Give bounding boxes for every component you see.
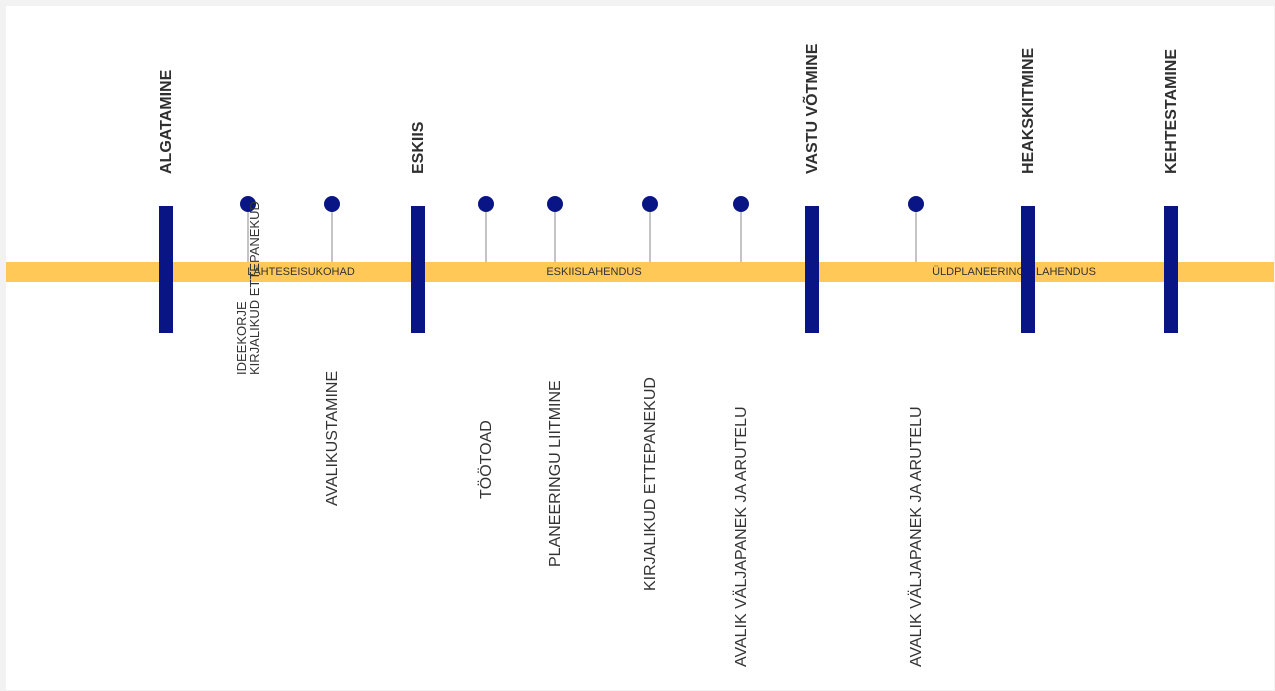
pin-dot-kirjalikud-ettepanekud <box>642 196 658 212</box>
milestone-label-algatamine: ALGATAMINE <box>158 69 175 174</box>
activity-label-planeeringu-liitmine-line-1: PLANEERINGU LIITMINE <box>547 380 564 567</box>
activity-label-avalikustamine: AVALIKUSTAMINE <box>324 371 342 506</box>
planning-timeline-diagram: LÄHTESEISUKOHAD ESKIISLAHENDUS ÜLDPLANEE… <box>6 6 1274 690</box>
pin-stem-planeeringu-liitmine <box>554 212 556 262</box>
pin-stem-avalik-valjapanek-1 <box>740 212 742 262</box>
activity-label-tootoad-line-1: TÖÖTOAD <box>478 420 495 499</box>
activity-label-avalik-valjapanek-1-line-1: AVALIK VÄLJAPANEK JA ARUTELU <box>733 406 750 667</box>
pin-stem-avalikustamine <box>331 212 333 262</box>
pin-stem-tootoad <box>485 212 487 262</box>
milestone-label-heakskiitmine: HEAKSKIITMINE <box>1020 47 1037 174</box>
milestone-bar-kehtestamine <box>1164 206 1178 333</box>
pin-stem-ideekorje <box>247 212 249 262</box>
activity-label-kirjalikud-ettepanekud-line-1: KIRJALIKUD ETTEPANEKUD <box>642 377 659 591</box>
milestone-label-vastu-votmine: VASTU VÕTMINE <box>804 43 821 174</box>
pin-dot-avalik-valjapanek-2 <box>908 196 924 212</box>
activity-label-avalik-valjapanek-2-line-1: AVALIK VÄLJAPANEK JA ARUTELU <box>908 406 925 667</box>
timeline-band <box>6 262 1274 282</box>
milestone-label-kehtestamine: KEHTESTAMINE <box>1163 48 1180 174</box>
activity-label-tootoad: TÖÖTOAD <box>478 420 496 499</box>
pin-stem-avalik-valjapanek-2 <box>915 212 917 262</box>
activity-label-avalik-valjapanek-2: AVALIK VÄLJAPANEK JA ARUTELU <box>908 406 926 667</box>
activity-label-avalikustamine-line-1: AVALIKUSTAMINE <box>324 370 341 506</box>
milestone-bar-heakskiitmine <box>1021 206 1035 333</box>
activity-label-ideekorje: IDEEKORJE KIRJALIKUD ETTEPANEKUD <box>234 201 262 375</box>
pin-dot-avalik-valjapanek-1 <box>733 196 749 212</box>
phase-label-lahteseisukohad: LÄHTESEISUKOHAD <box>247 266 355 278</box>
phase-label-eskiislahendus: ESKIISLAHENDUS <box>546 266 642 278</box>
pin-dot-ideekorje <box>240 196 256 212</box>
activity-label-ideekorje-line-2: KIRJALIKUD ETTEPANEKUD <box>247 201 262 375</box>
milestone-label-eskiis: ESKIIS <box>410 121 427 174</box>
activity-label-kirjalikud-ettepanekud: KIRJALIKUD ETTEPANEKUD <box>642 377 660 591</box>
milestone-bar-algatamine <box>159 206 173 333</box>
pin-stem-kirjalikud-ettepanekud <box>649 212 651 262</box>
pin-dot-tootoad <box>478 196 494 212</box>
milestone-bar-eskiis <box>411 206 425 333</box>
phase-label-uldplaneeringu-lahendus: ÜLDPLANEERINGU LAHENDUS <box>932 266 1096 278</box>
activity-label-avalik-valjapanek-1: AVALIK VÄLJAPANEK JA ARUTELU <box>733 406 751 667</box>
pin-dot-planeeringu-liitmine <box>547 196 563 212</box>
activity-label-planeeringu-liitmine: PLANEERINGU LIITMINE <box>547 380 565 567</box>
pin-dot-avalikustamine <box>324 196 340 212</box>
milestone-bar-vastu-votmine <box>805 206 819 333</box>
